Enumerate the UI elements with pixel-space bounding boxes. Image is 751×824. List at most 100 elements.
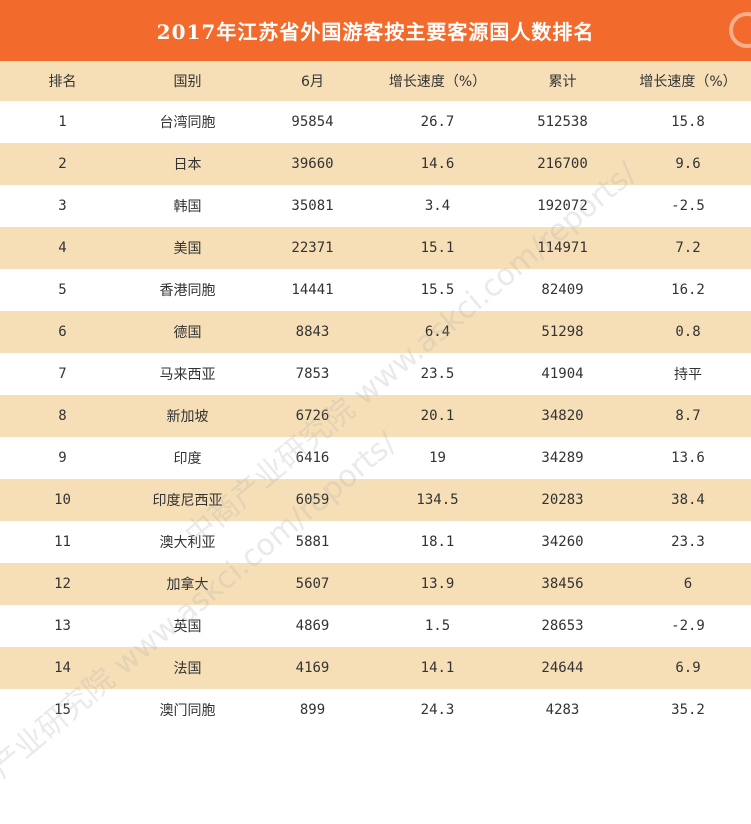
table-row: 12 加拿大 5607 13.9 38456 6 <box>0 563 751 605</box>
table-cell: 34260 <box>500 521 625 563</box>
table-cell: -2.9 <box>625 605 751 647</box>
table-row: 3 韩国 35081 3.4 192072 -2.5 <box>0 185 751 227</box>
table-body: 1 台湾同胞 95854 26.7 512538 15.8 2 日本 39660 14.6 2167… <box>0 101 751 731</box>
ranking-table: 排名 国别 6月 增长速度（%） 累计 增长速度（%） 1 台湾同胞 95854 26.7 512… <box>0 61 751 731</box>
table-row: 2 日本 39660 14.6 216700 9.6 <box>0 143 751 185</box>
table-cell: 5 <box>0 269 125 311</box>
table-cell: 韩国 <box>125 185 250 227</box>
table-cell: 3.4 <box>375 185 500 227</box>
table-cell: 192072 <box>500 185 625 227</box>
table-cell: 15.1 <box>375 227 500 269</box>
table-cell: 澳门同胞 <box>125 689 250 731</box>
table-cell: 35.2 <box>625 689 751 731</box>
table-cell: 澳大利亚 <box>125 521 250 563</box>
table-cell: 9 <box>0 437 125 479</box>
table-cell: 日本 <box>125 143 250 185</box>
table-cell: 4283 <box>500 689 625 731</box>
table-cell: 899 <box>250 689 375 731</box>
table-cell: 16.2 <box>625 269 751 311</box>
table-cell: -2.5 <box>625 185 751 227</box>
column-header: 增长速度（%） <box>375 61 500 101</box>
table-cell: 6726 <box>250 395 375 437</box>
table-cell: 34289 <box>500 437 625 479</box>
table-cell: 13.9 <box>375 563 500 605</box>
table-cell: 20.1 <box>375 395 500 437</box>
table-cell: 12 <box>0 563 125 605</box>
column-header: 国别 <box>125 61 250 101</box>
table-cell: 23.5 <box>375 353 500 395</box>
table-cell: 7853 <box>250 353 375 395</box>
table-cell: 19 <box>375 437 500 479</box>
column-header: 6月 <box>250 61 375 101</box>
table-cell: 6.9 <box>625 647 751 689</box>
table-cell: 512538 <box>500 101 625 143</box>
table-cell: 24.3 <box>375 689 500 731</box>
table-cell: 22371 <box>250 227 375 269</box>
table-cell: 6 <box>625 563 751 605</box>
table-cell: 14.6 <box>375 143 500 185</box>
table-row: 4 美国 22371 15.1 114971 7.2 <box>0 227 751 269</box>
table-cell: 法国 <box>125 647 250 689</box>
table-cell: 114971 <box>500 227 625 269</box>
table-cell: 印度尼西亚 <box>125 479 250 521</box>
table-cell: 82409 <box>500 269 625 311</box>
table-cell: 39660 <box>250 143 375 185</box>
table-row: 10 印度尼西亚 6059 134.5 20283 38.4 <box>0 479 751 521</box>
table-cell: 美国 <box>125 227 250 269</box>
table-cell: 18.1 <box>375 521 500 563</box>
table-cell: 3 <box>0 185 125 227</box>
table-cell: 7 <box>0 353 125 395</box>
table-cell: 13.6 <box>625 437 751 479</box>
table-cell: 0.8 <box>625 311 751 353</box>
table-cell: 香港同胞 <box>125 269 250 311</box>
table-cell: 加拿大 <box>125 563 250 605</box>
column-header: 增长速度（%） <box>625 61 751 101</box>
table-cell: 8.7 <box>625 395 751 437</box>
table-cell: 1.5 <box>375 605 500 647</box>
table-cell: 26.7 <box>375 101 500 143</box>
table-row: 7 马来西亚 7853 23.5 41904 持平 <box>0 353 751 395</box>
table-cell: 20283 <box>500 479 625 521</box>
table-cell: 35081 <box>250 185 375 227</box>
column-header: 排名 <box>0 61 125 101</box>
table-cell: 6 <box>0 311 125 353</box>
table-cell: 印度 <box>125 437 250 479</box>
table-cell: 新加坡 <box>125 395 250 437</box>
table-cell: 英国 <box>125 605 250 647</box>
table-row: 9 印度 6416 19 34289 13.6 <box>0 437 751 479</box>
table-cell: 41904 <box>500 353 625 395</box>
table-cell: 15 <box>0 689 125 731</box>
table-cell: 4869 <box>250 605 375 647</box>
table-cell: 4169 <box>250 647 375 689</box>
table-cell: 24644 <box>500 647 625 689</box>
table-cell: 23.3 <box>625 521 751 563</box>
table-cell: 台湾同胞 <box>125 101 250 143</box>
table-cell: 11 <box>0 521 125 563</box>
table-cell: 8843 <box>250 311 375 353</box>
watermark-logo-icon <box>729 12 751 48</box>
table-cell: 7.2 <box>625 227 751 269</box>
table-cell: 15.8 <box>625 101 751 143</box>
table-cell: 15.5 <box>375 269 500 311</box>
table-cell: 14.1 <box>375 647 500 689</box>
table-row: 15 澳门同胞 899 24.3 4283 35.2 <box>0 689 751 731</box>
table-cell: 14 <box>0 647 125 689</box>
table-cell: 德国 <box>125 311 250 353</box>
table-cell: 10 <box>0 479 125 521</box>
table-row: 8 新加坡 6726 20.1 34820 8.7 <box>0 395 751 437</box>
table-cell: 51298 <box>500 311 625 353</box>
table-cell: 13 <box>0 605 125 647</box>
table-row: 14 法国 4169 14.1 24644 6.9 <box>0 647 751 689</box>
table-row: 5 香港同胞 14441 15.5 82409 16.2 <box>0 269 751 311</box>
table-cell: 6059 <box>250 479 375 521</box>
table-row: 11 澳大利亚 5881 18.1 34260 23.3 <box>0 521 751 563</box>
table-cell: 4 <box>0 227 125 269</box>
table-cell: 5881 <box>250 521 375 563</box>
table-cell: 14441 <box>250 269 375 311</box>
table-cell: 95854 <box>250 101 375 143</box>
table-row: 6 德国 8843 6.4 51298 0.8 <box>0 311 751 353</box>
table-cell: 马来西亚 <box>125 353 250 395</box>
table-row: 13 英国 4869 1.5 28653 -2.9 <box>0 605 751 647</box>
table-cell: 2 <box>0 143 125 185</box>
